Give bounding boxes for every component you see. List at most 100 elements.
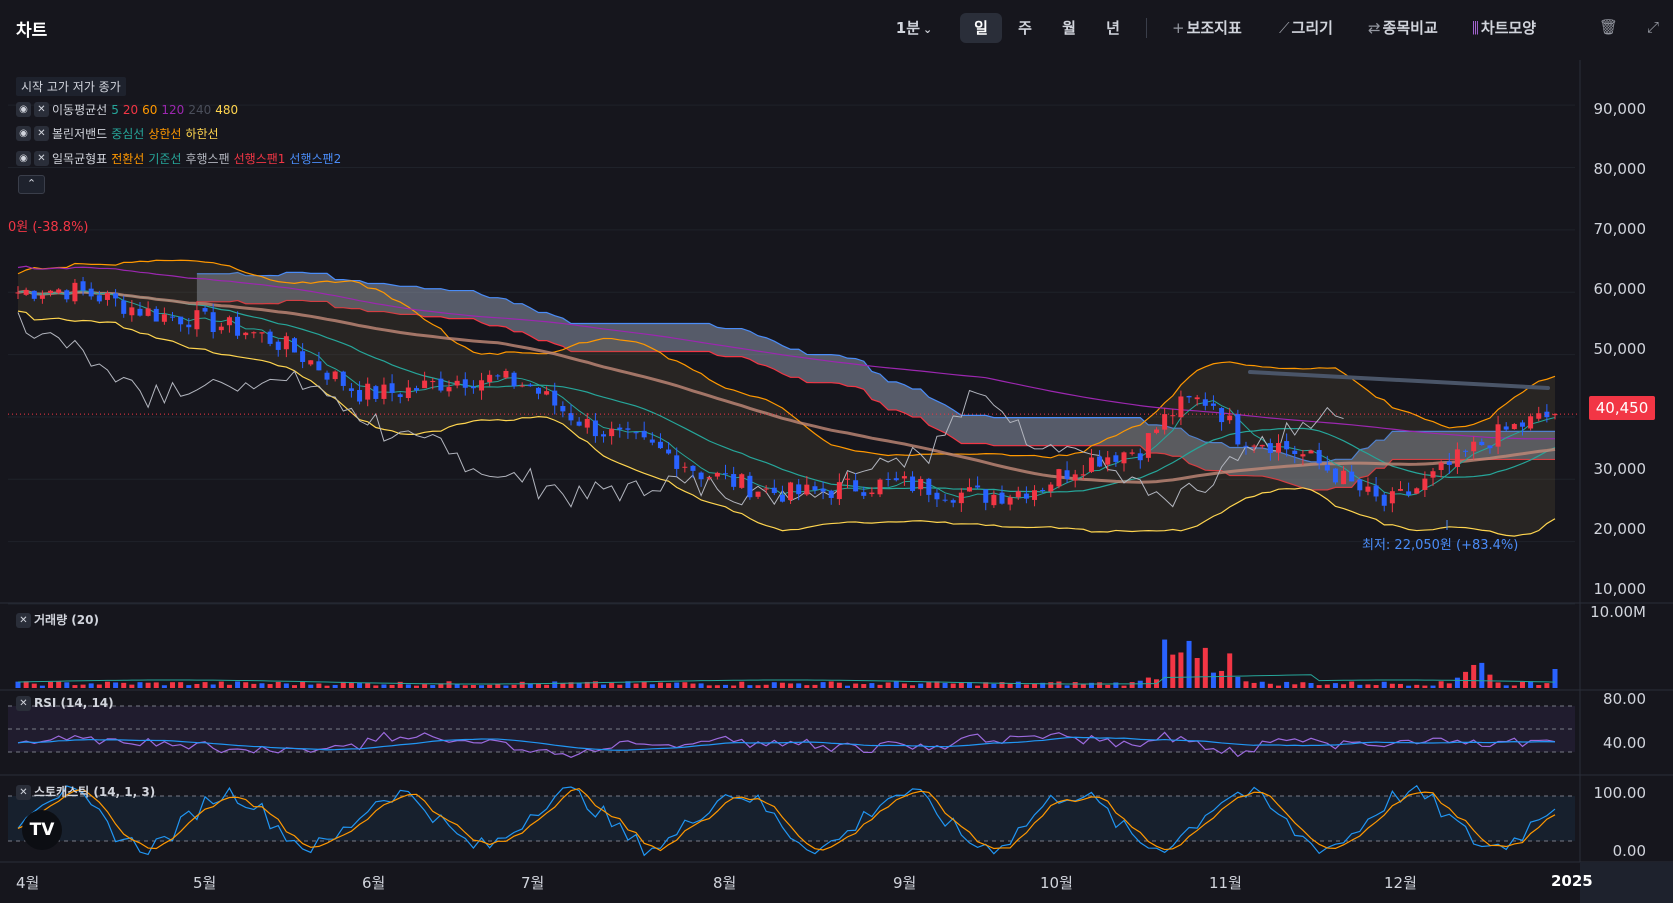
candle bbox=[1064, 470, 1070, 480]
volume-bar bbox=[869, 683, 875, 688]
volume-bar bbox=[1397, 683, 1403, 688]
candle bbox=[1219, 408, 1225, 423]
volume-bar bbox=[487, 684, 493, 688]
x-tick: 6월 bbox=[362, 874, 386, 892]
indicators-button[interactable]: + 보조지표 bbox=[1172, 13, 1242, 43]
eye-icon[interactable]: ◉ bbox=[16, 102, 31, 117]
volume-bar bbox=[877, 684, 883, 688]
volume-bar bbox=[926, 682, 932, 688]
candle bbox=[804, 484, 810, 495]
volume-bar bbox=[1267, 683, 1273, 688]
tab-year[interactable]: 년 bbox=[1106, 19, 1120, 37]
tab-week[interactable]: 주 bbox=[1018, 19, 1032, 37]
volume-bar bbox=[1552, 669, 1558, 688]
volume-bar bbox=[186, 685, 192, 688]
candle bbox=[950, 500, 956, 503]
volume-bar bbox=[901, 683, 907, 688]
eye-icon[interactable]: ◉ bbox=[16, 126, 31, 141]
ma-legend: ◉ ✕ 이동평균선 5 20 60 120 240 480 bbox=[16, 101, 242, 118]
candle bbox=[1341, 470, 1347, 485]
candle bbox=[633, 432, 639, 434]
candle bbox=[381, 384, 387, 399]
candle bbox=[1552, 414, 1558, 416]
candle bbox=[592, 420, 598, 437]
trash-icon[interactable]: 🗑 bbox=[1599, 18, 1619, 36]
volume-bar bbox=[316, 683, 322, 688]
candle bbox=[755, 491, 761, 497]
close-icon[interactable]: ✕ bbox=[16, 696, 31, 711]
price-tick: 50,000 bbox=[1593, 340, 1647, 358]
volume-bar bbox=[348, 683, 354, 688]
candle bbox=[609, 428, 615, 437]
candle bbox=[1243, 445, 1249, 447]
candle bbox=[283, 336, 289, 350]
rsi-line bbox=[17, 731, 1556, 758]
candle bbox=[1097, 456, 1103, 467]
candle bbox=[836, 482, 842, 500]
chart-type-button[interactable]: ⫼ 차트모양 bbox=[1472, 13, 1536, 43]
ma-period-item: 20 bbox=[122, 102, 139, 117]
candle bbox=[153, 308, 159, 322]
candle bbox=[259, 332, 265, 334]
candle bbox=[275, 341, 281, 350]
candle bbox=[1503, 426, 1509, 430]
close-icon[interactable]: ✕ bbox=[34, 102, 49, 117]
volume-bar bbox=[1235, 676, 1241, 688]
volume-bar bbox=[1406, 685, 1412, 688]
volume-bar bbox=[104, 681, 110, 688]
candle bbox=[251, 332, 257, 334]
volume-bar bbox=[836, 682, 842, 688]
close-icon[interactable]: ✕ bbox=[16, 785, 31, 800]
close-icon[interactable]: ✕ bbox=[16, 613, 31, 628]
volume-bar bbox=[649, 684, 655, 688]
candle bbox=[218, 326, 224, 331]
tab-day[interactable]: 일 bbox=[960, 13, 1002, 43]
eye-icon[interactable]: ◉ bbox=[16, 151, 31, 166]
candle bbox=[519, 385, 525, 387]
candle bbox=[568, 413, 574, 421]
volume-bar bbox=[1243, 681, 1249, 688]
volume-bar bbox=[145, 682, 151, 688]
candle bbox=[560, 406, 566, 412]
ichimoku-item: 기준선 bbox=[148, 152, 182, 166]
volume-bar bbox=[194, 683, 200, 688]
volume-bar bbox=[1536, 685, 1542, 688]
expand-icon[interactable]: ⤢ bbox=[1646, 18, 1659, 36]
volume-bar bbox=[129, 684, 135, 688]
candle bbox=[72, 282, 78, 302]
stoch-tick: 0.00 bbox=[1612, 842, 1646, 860]
interval-select[interactable]: 1분 ⌄ bbox=[895, 19, 933, 37]
trend-line bbox=[1248, 370, 1550, 390]
tab-month[interactable]: 월 bbox=[1062, 19, 1076, 37]
close-icon[interactable]: ✕ bbox=[34, 151, 49, 166]
candle bbox=[999, 492, 1005, 504]
tradingview-logo[interactable]: TV bbox=[22, 810, 62, 850]
volume-bar bbox=[1341, 684, 1347, 688]
draw-button[interactable]: ⟋ 그리기 bbox=[1279, 13, 1333, 43]
volume-bar bbox=[422, 684, 428, 688]
candle bbox=[601, 434, 607, 437]
volume-bar bbox=[1276, 685, 1282, 688]
volume-bar bbox=[210, 684, 216, 688]
candle bbox=[1479, 441, 1485, 446]
candle bbox=[1154, 429, 1160, 433]
corner-box bbox=[1580, 862, 1673, 903]
close-icon[interactable]: ✕ bbox=[34, 126, 49, 141]
candle bbox=[641, 430, 647, 438]
candle bbox=[1145, 433, 1151, 458]
low-annotation: 최저: 22,050원 (+83.4%) bbox=[1362, 538, 1519, 553]
candle bbox=[1048, 484, 1054, 492]
volume-bar bbox=[690, 683, 696, 688]
candle bbox=[15, 292, 21, 294]
volume-bar bbox=[1454, 677, 1460, 688]
ma-5-line bbox=[17, 290, 1556, 499]
volume-bar bbox=[373, 685, 379, 688]
high-annotation: 0원 (-38.8%) bbox=[8, 220, 89, 235]
volume-bar bbox=[958, 682, 964, 688]
candle bbox=[885, 478, 891, 480]
candle bbox=[503, 370, 509, 378]
collapse-legend-button[interactable]: ⌃ bbox=[18, 175, 45, 194]
volume-bar bbox=[64, 682, 70, 688]
compare-button[interactable]: ⇄ 종목비교 bbox=[1368, 13, 1438, 43]
